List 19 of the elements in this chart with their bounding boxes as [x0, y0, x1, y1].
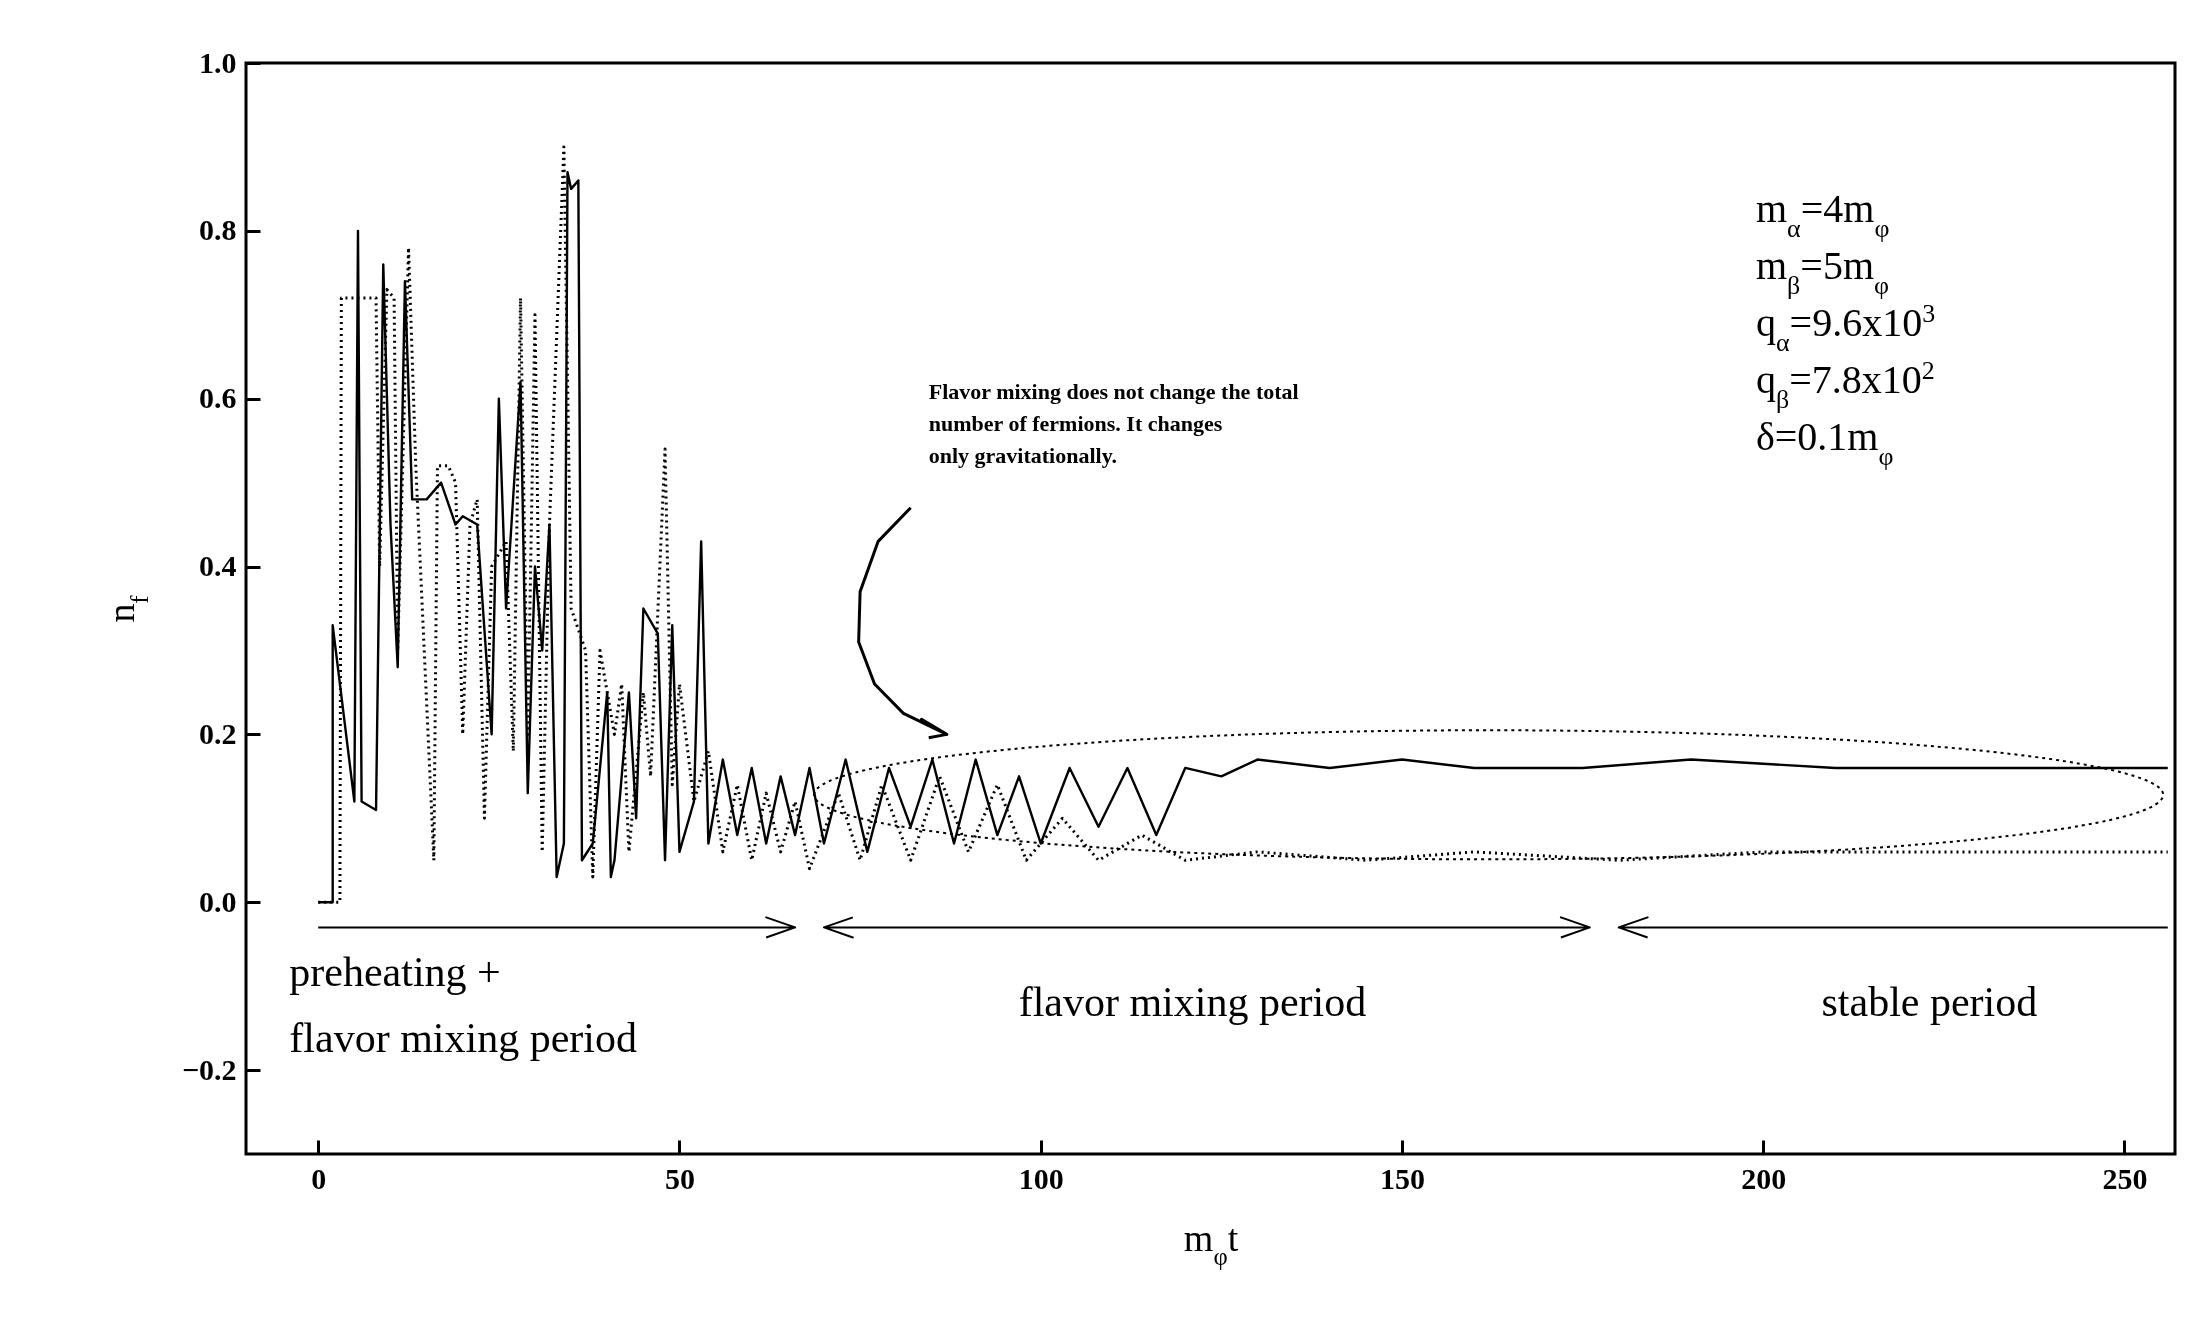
text: m$_{α}$=4m$_{φ}$ m$_{β}$=5m$_{φ}$ q$_{α}$=9.6x10$^{3}$ q$_{β}$=7.8x10$^{2}$ δ=0.1m$_{φ}$	[1755, 186, 1936, 471]
y-tick-label: 1.0	[199, 45, 237, 79]
x-tick-label: 150	[1379, 1161, 1425, 1195]
y-tick-label: −0.2	[181, 1052, 237, 1086]
y-tick-label: 0.4	[199, 549, 237, 583]
x-tick-label: 200	[1741, 1161, 1787, 1195]
annotation: preheating + flavor mixing period	[289, 949, 637, 1062]
y-tick-label: 0.6	[199, 381, 237, 415]
x-tick-label: 250	[2102, 1161, 2148, 1195]
x-tick-label: 100	[1018, 1161, 1064, 1195]
x-tick-label: 50	[664, 1161, 695, 1195]
annotation: flavor mixing period	[1018, 978, 1367, 1025]
y-tick-label: 0.8	[199, 213, 237, 247]
x-axis-title: m$_{φ}$t	[1183, 1216, 1239, 1269]
y-tick-label: 0.0	[199, 884, 237, 918]
annotation: stable period	[1821, 978, 2038, 1025]
annotation: Flavor mixing does not change the total number of fermions. It changes only gravitationally.	[928, 378, 1299, 468]
y-tick-label: 0.2	[199, 716, 237, 750]
x-tick-label: 0	[311, 1161, 327, 1195]
